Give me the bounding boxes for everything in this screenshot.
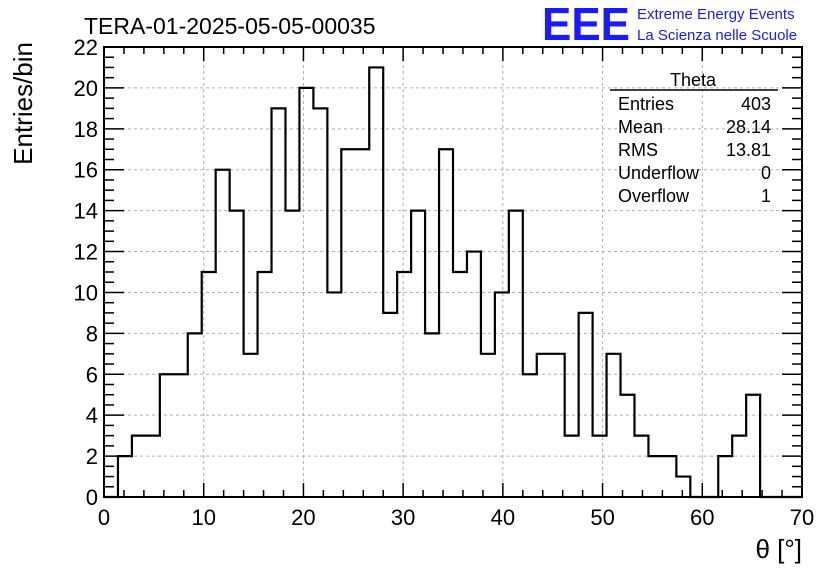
histogram-bin [397, 272, 411, 497]
y-tick-label: 16 [74, 158, 98, 183]
logo: EEE Extreme Energy Events La Scienza nel… [542, 0, 797, 50]
logo-line2: La Scienza nelle Scuole [637, 27, 797, 44]
axis-ticks [103, 46, 803, 498]
stats-value: 0 [761, 163, 771, 183]
histogram-bin [732, 436, 746, 497]
stats-rows: Entries 403 Mean 28.14 RMS 13.81 Underflow 0 Ove… [618, 94, 771, 206]
histogram-bin [272, 108, 286, 497]
y-tick-label: 4 [86, 403, 98, 428]
histogram-bin [146, 436, 160, 497]
histogram-series [104, 66, 802, 499]
histogram-bin [285, 211, 299, 497]
histogram-bin [174, 374, 188, 497]
histogram-bin [341, 149, 355, 497]
histogram-bin [495, 292, 509, 497]
histogram-outline [104, 66, 802, 499]
histogram-bin [509, 211, 523, 497]
histogram-bin [676, 477, 690, 497]
y-tick-label: 20 [74, 76, 98, 101]
stats-box: Theta Entries 403 Mean 28.14 RMS 13.81 Underfl… [610, 70, 778, 206]
histogram-bin [579, 313, 593, 497]
y-tick-label: 0 [86, 485, 98, 510]
histogram-bin [621, 395, 635, 497]
histogram-bin [537, 354, 551, 497]
histogram-bin [299, 88, 313, 497]
stats-label: Entries [618, 94, 674, 114]
y-tick-label: 8 [86, 321, 98, 346]
y-tick-label: 14 [74, 199, 98, 224]
histogram-bin [746, 395, 760, 497]
y-tick-label: 6 [86, 362, 98, 387]
x-tick-label: 60 [690, 505, 714, 530]
chart-title: TERA-01-2025-05-05-00035 [84, 13, 376, 39]
histogram-bin [132, 436, 146, 497]
x-axis-label: θ [°] [755, 534, 802, 564]
histogram-bin [648, 456, 662, 497]
y-tick-label: 10 [74, 280, 98, 305]
stats-label: Mean [618, 117, 663, 137]
histogram-bin [481, 354, 495, 497]
histogram-bin [593, 436, 607, 497]
histogram-bin [244, 354, 258, 497]
stats-label: Overflow [618, 186, 690, 206]
y-tick-label: 2 [86, 444, 98, 469]
stats-value: 13.81 [726, 140, 771, 160]
x-tick-label: 30 [391, 505, 415, 530]
x-tick-label: 70 [790, 505, 814, 530]
logo-mark: EEE [542, 0, 630, 50]
histogram-bin [453, 272, 467, 497]
histogram-bin [634, 436, 648, 497]
histogram-bin [230, 211, 244, 497]
stats-value: 403 [741, 94, 771, 114]
stats-label: Underflow [618, 163, 700, 183]
x-tick-label: 10 [191, 505, 215, 530]
y-axis-label: Entries/bin [8, 42, 38, 165]
y-tick-label: 12 [74, 240, 98, 265]
histogram-bin [523, 374, 537, 497]
stats-label: RMS [618, 140, 658, 160]
x-tick-label: 20 [291, 505, 315, 530]
stats-value: 1 [761, 186, 771, 206]
histogram-bin [662, 456, 676, 497]
stats-value: 28.14 [726, 117, 771, 137]
histogram-bin [607, 354, 621, 497]
histogram-bin [411, 211, 425, 497]
x-tick-label: 50 [590, 505, 614, 530]
logo-line1: Extreme Energy Events [637, 6, 795, 23]
histogram-bin [313, 108, 327, 497]
histogram-bin [718, 456, 732, 497]
histogram-bin [565, 436, 579, 497]
histogram-bin [216, 170, 230, 497]
histogram-bin [551, 354, 565, 497]
histogram-bin [258, 272, 272, 497]
histogram-bin [369, 67, 383, 497]
stats-title: Theta [670, 70, 717, 90]
histogram-bin [439, 149, 453, 497]
histogram-bin [327, 292, 341, 497]
histogram-bin [355, 149, 369, 497]
y-tick-label: 22 [74, 35, 98, 60]
x-tick-label: 0 [98, 505, 110, 530]
histogram-bin [160, 374, 174, 497]
histogram-bin [383, 313, 397, 497]
x-tick-label: 40 [491, 505, 515, 530]
histogram-bin [118, 456, 132, 497]
y-tick-label: 18 [74, 117, 98, 142]
